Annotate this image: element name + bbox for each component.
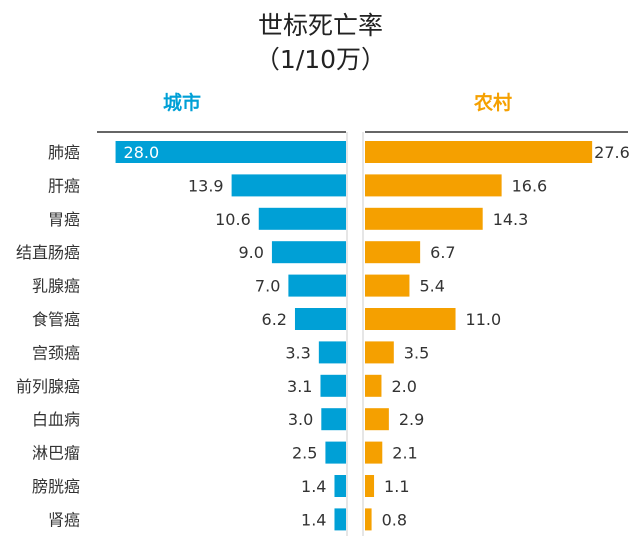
chart-subtitle: （1/10万） [254,45,387,74]
data-label-urban: 2.5 [292,444,317,463]
category-label: 肾癌 [48,510,80,529]
bar-urban [231,174,346,197]
chart-title: 世标死亡率 [257,11,383,40]
bar-rural [365,475,375,497]
bar-rural [365,441,383,464]
bar-urban [115,141,346,163]
legend-urban: 城市 [163,92,202,114]
bar-rural [365,408,389,431]
bar-urban [271,241,346,264]
data-label-rural: 2.9 [399,410,424,429]
legend-rural: 农村 [474,92,513,114]
data-label-rural: 0.8 [382,510,407,529]
category-label: 肺癌 [48,143,80,162]
data-label-rural: 3.5 [404,343,429,362]
data-label-urban: 7.0 [255,277,280,296]
bar-rural [365,207,483,230]
bar-rural [365,374,382,397]
bar-rural [365,508,372,531]
data-label-urban: 13.9 [188,176,224,195]
bar-urban [320,374,346,397]
data-label-urban: 3.3 [285,343,310,362]
bar-urban [318,341,346,364]
data-label-rural: 1.1 [384,477,409,496]
data-label-rural: 6.7 [430,243,455,262]
bar-rural [365,241,421,264]
bar-urban [258,207,346,230]
category-label: 前列腺癌 [16,377,80,396]
category-label: 膀胱癌 [32,477,80,496]
data-label-urban: 28.0 [124,143,160,162]
data-label-rural: 11.0 [466,310,502,329]
data-label-rural: 16.6 [512,176,548,195]
data-label-rural: 5.4 [419,277,444,296]
category-label: 宫颈癌 [32,343,80,362]
bar-urban [325,441,346,464]
data-label-urban: 6.2 [262,310,287,329]
category-label: 肝癌 [48,176,80,195]
data-label-rural: 2.0 [391,377,416,396]
data-label-urban: 1.4 [301,510,326,529]
bar-rural [365,308,456,330]
data-label-rural: 2.1 [392,444,417,463]
bar-urban [334,508,346,531]
bar-rural [365,341,394,364]
bar-urban [288,274,346,297]
bar-urban [321,408,346,431]
data-label-urban: 3.0 [288,410,313,429]
data-label-urban: 3.1 [287,377,312,396]
category-label: 乳腺癌 [32,277,80,296]
category-label: 结直肠癌 [16,243,80,262]
category-label: 白血病 [32,410,80,429]
bar-rural [365,174,502,197]
data-label-urban: 10.6 [215,210,251,229]
category-label: 淋巴瘤 [32,444,80,463]
category-label: 胃癌 [48,210,80,229]
data-label-rural: 27.6 [594,143,630,162]
data-label-urban: 1.4 [301,477,326,496]
bar-rural [365,274,410,297]
data-label-rural: 14.3 [493,210,529,229]
bar-urban [334,475,346,497]
data-label-urban: 9.0 [238,243,263,262]
bar-rural [365,141,593,163]
bar-urban [294,308,346,330]
category-label: 食管癌 [32,310,80,329]
